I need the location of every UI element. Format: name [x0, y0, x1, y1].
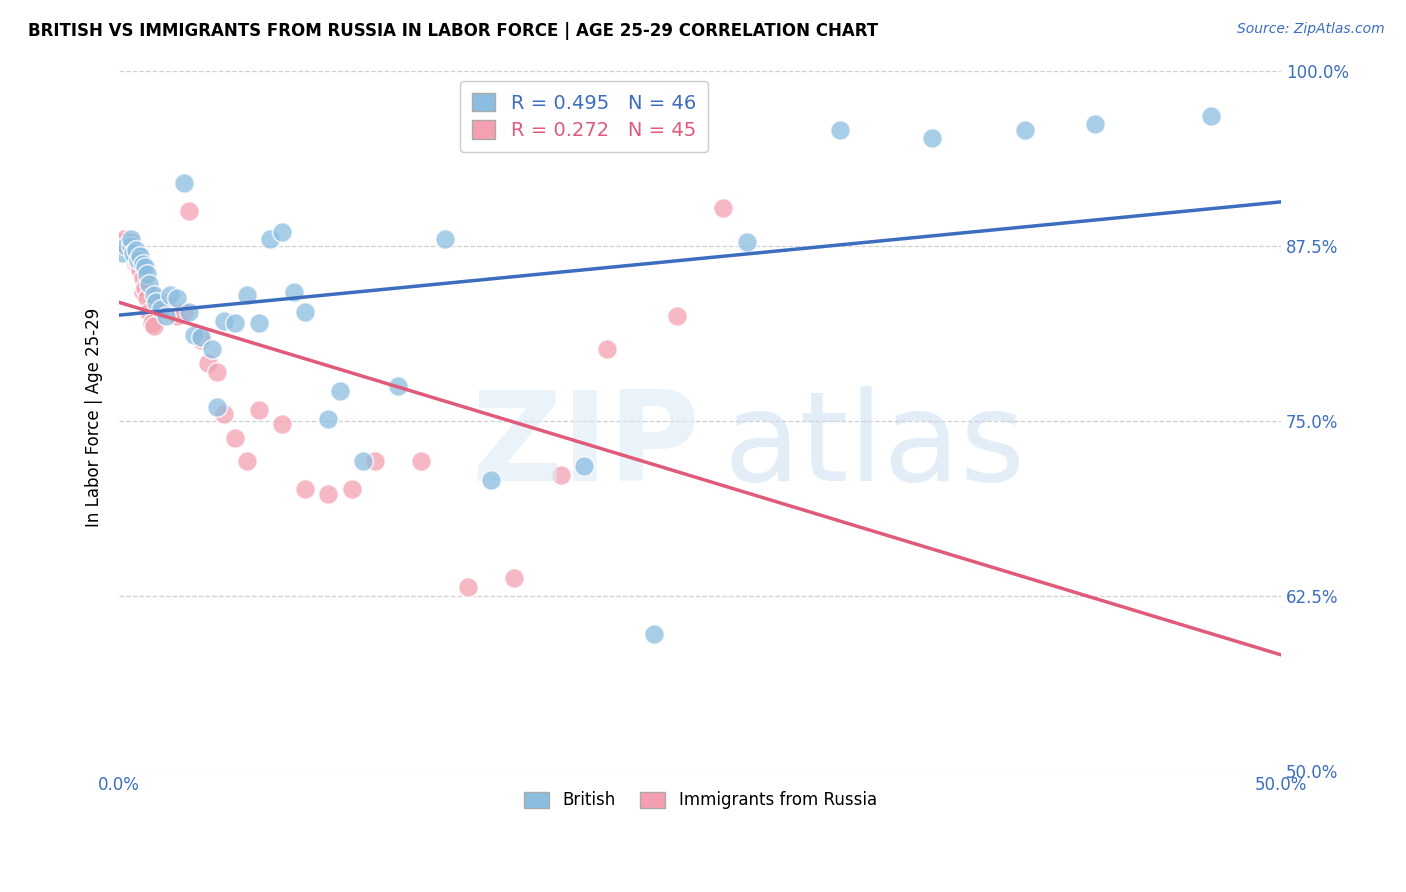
Point [145, 291, 167, 305]
Text: atlas: atlas [723, 385, 1025, 507]
Point [1084, 118, 1107, 132]
Point [120, 239, 142, 253]
Point [205, 365, 228, 379]
Point [329, 384, 352, 398]
Point [190, 333, 212, 347]
Point [134, 281, 156, 295]
Point [1014, 123, 1036, 137]
Point [318, 487, 340, 501]
Point [124, 244, 146, 258]
Point [122, 244, 145, 258]
Text: Source: ZipAtlas.com: Source: ZipAtlas.com [1237, 22, 1385, 37]
Point [1199, 109, 1222, 123]
Point [159, 288, 181, 302]
Point [352, 453, 374, 467]
Point [479, 473, 502, 487]
Point [166, 291, 188, 305]
Point [259, 232, 281, 246]
Point [387, 379, 409, 393]
Point [134, 260, 156, 275]
Point [828, 123, 851, 137]
Point [159, 305, 181, 319]
Point [173, 305, 195, 319]
Point [136, 291, 159, 305]
Point [115, 239, 138, 253]
Point [224, 431, 246, 445]
Point [110, 246, 132, 260]
Point [550, 467, 572, 482]
Text: BRITISH VS IMMIGRANTS FROM RUSSIA IN LABOR FORCE | AGE 25-29 CORRELATION CHART: BRITISH VS IMMIGRANTS FROM RUSSIA IN LAB… [28, 22, 879, 40]
Point [127, 258, 149, 272]
Point [145, 295, 167, 310]
Point [236, 288, 259, 302]
Point [572, 459, 595, 474]
Point [212, 407, 235, 421]
Point [141, 316, 163, 330]
Point [457, 580, 479, 594]
Point [283, 285, 305, 300]
Point [433, 232, 456, 246]
Point [224, 316, 246, 330]
Y-axis label: In Labor Force | Age 25-29: In Labor Force | Age 25-29 [86, 309, 103, 527]
Point [596, 342, 619, 356]
Point [127, 246, 149, 260]
Point [129, 249, 152, 263]
Point [150, 302, 173, 317]
Point [129, 263, 152, 277]
Point [190, 330, 212, 344]
Point [665, 310, 688, 324]
Point [143, 319, 166, 334]
Point [271, 225, 294, 239]
Point [294, 482, 316, 496]
Point [120, 235, 142, 249]
Point [127, 253, 149, 268]
Point [120, 232, 142, 246]
Point [131, 271, 153, 285]
Point [411, 453, 433, 467]
Point [921, 131, 943, 145]
Point [711, 202, 734, 216]
Point [173, 176, 195, 190]
Legend: British, Immigrants from Russia: British, Immigrants from Russia [517, 785, 883, 816]
Point [364, 453, 387, 467]
Point [212, 313, 235, 327]
Point [643, 627, 665, 641]
Point [197, 355, 219, 369]
Point [138, 305, 160, 319]
Point [115, 239, 138, 253]
Point [131, 258, 153, 272]
Point [166, 310, 188, 324]
Point [120, 239, 142, 253]
Point [143, 288, 166, 302]
Point [205, 401, 228, 415]
Point [124, 258, 146, 272]
Point [122, 246, 145, 260]
Point [155, 300, 177, 314]
Point [318, 411, 340, 425]
Point [503, 571, 526, 585]
Point [110, 235, 132, 249]
Point [138, 277, 160, 291]
Point [177, 305, 200, 319]
Point [247, 403, 270, 417]
Point [112, 232, 135, 246]
Point [236, 453, 259, 467]
Point [340, 482, 363, 496]
Point [294, 305, 316, 319]
Point [271, 417, 294, 431]
Point [150, 295, 173, 310]
Point [131, 285, 153, 300]
Point [201, 342, 224, 356]
Point [183, 327, 205, 342]
Text: ZIP: ZIP [471, 385, 700, 507]
Point [136, 268, 159, 282]
Point [247, 316, 270, 330]
Point [177, 204, 200, 219]
Point [117, 239, 139, 253]
Point [124, 246, 146, 260]
Point [155, 310, 177, 324]
Point [735, 235, 758, 249]
